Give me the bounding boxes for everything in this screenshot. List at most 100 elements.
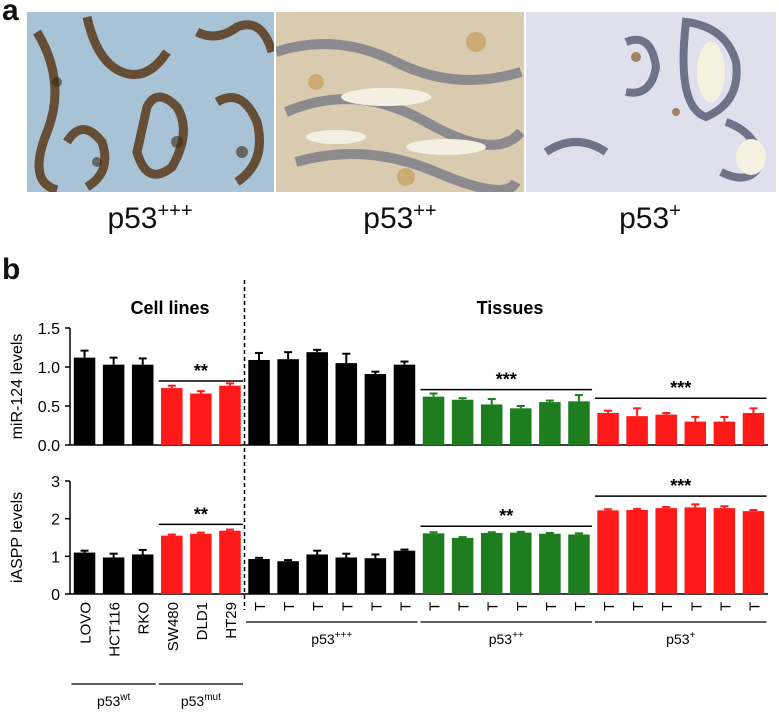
bar [568, 534, 590, 594]
x-tick-label: T [368, 602, 385, 611]
ihc-texture-moderate [276, 12, 524, 192]
bar [277, 561, 299, 594]
ihc-image-strong [27, 12, 274, 192]
x-tick-label: T [572, 602, 589, 611]
bar [480, 532, 503, 594]
bar [510, 532, 532, 594]
bar [597, 510, 619, 594]
bar [742, 413, 765, 445]
x-tick-label: T [717, 602, 734, 611]
bar [219, 530, 241, 594]
x-tick-label: T [252, 602, 269, 611]
x-tick-label: T [427, 602, 444, 611]
significance-stars: *** [670, 476, 691, 496]
x-tick-label: T [339, 602, 356, 611]
bar-chart: Cell lines Tissues 0.0 0.5 1.0 1.5 miR-124 lev… [9, 280, 768, 709]
group-label: p53++ [489, 630, 524, 647]
x-tick-label: SW480 [165, 602, 182, 651]
bar [655, 414, 677, 445]
bar [102, 364, 125, 445]
section-title-tissues: Tissues [477, 298, 544, 318]
significance-stars: ** [194, 504, 208, 524]
bar [190, 533, 212, 594]
x-tick-label: T [746, 602, 763, 611]
x-tick-label: HT29 [223, 602, 240, 639]
x-tick-label: RKO [136, 602, 153, 635]
ihc-label-moderate: p53++ [363, 200, 437, 235]
bar [277, 359, 299, 445]
bar [306, 554, 328, 594]
ihc-image-weak [526, 12, 776, 192]
bar [713, 421, 736, 445]
x-tick-label: T [485, 602, 502, 611]
x-tick-label: T [514, 602, 531, 611]
bar [248, 558, 270, 594]
x-tick-label: HCT116 [107, 602, 124, 657]
y-axis-label: miR-124 levels [9, 334, 26, 440]
x-tick-label: T [659, 602, 676, 611]
x-tick-label: T [688, 602, 705, 611]
bar [510, 408, 532, 445]
bar [742, 511, 765, 594]
ihc-texture-strong [27, 12, 274, 192]
ihc-label-strong: p53+++ [107, 200, 193, 235]
y-tick-label: 0 [51, 587, 60, 604]
ihc-image-moderate [276, 12, 524, 192]
bar [713, 508, 736, 594]
group-label: p53+ [666, 630, 695, 647]
bar [451, 399, 474, 445]
significance-stars: *** [670, 378, 691, 398]
bar [335, 557, 358, 594]
group-label: p53mut [181, 692, 221, 709]
bar [626, 510, 648, 594]
bar [480, 404, 503, 445]
bar [73, 357, 96, 445]
significance-stars: *** [496, 370, 517, 390]
bar [190, 393, 212, 445]
group-label: p53+++ [311, 630, 352, 647]
bar [131, 364, 154, 445]
x-tick-label: T [601, 602, 618, 611]
bar [684, 507, 707, 594]
x-tick-label: T [456, 602, 473, 611]
bar [248, 359, 270, 445]
x-tick-label: T [543, 602, 560, 611]
y-tick-label: 0.0 [38, 438, 60, 455]
x-tick-label: DLD1 [194, 602, 211, 640]
group-label: p53wt [97, 692, 131, 709]
significance-stars: ** [499, 506, 513, 526]
bar [393, 364, 416, 445]
bar [393, 550, 416, 594]
ihc-label-weak: p53+ [619, 200, 681, 235]
significance-stars: ** [194, 361, 208, 381]
bar [684, 421, 707, 445]
x-tick-label: LOVO [78, 602, 95, 644]
y-tick-label: 0.5 [38, 399, 60, 416]
bar [102, 557, 125, 594]
x-tick-label: T [630, 602, 647, 611]
bar [451, 537, 474, 594]
bar [539, 402, 561, 445]
y-tick-label: 1.0 [38, 360, 60, 377]
ihc-texture-weak [526, 12, 776, 192]
bar [597, 413, 619, 445]
bar [626, 416, 648, 445]
panel-a-letter: a [2, 0, 19, 27]
panel-b-letter: b [2, 253, 21, 286]
bar [73, 552, 96, 594]
bar [655, 508, 677, 594]
bar [364, 558, 387, 594]
bar [161, 535, 183, 594]
bar [568, 401, 590, 445]
y-tick-label: 1 [51, 549, 60, 566]
bar [364, 374, 387, 445]
x-tick-label: T [281, 602, 298, 611]
bar [422, 533, 445, 594]
y-tick-label: 1.5 [38, 321, 60, 338]
y-axis-label: iASPP levels [9, 492, 26, 583]
bar [306, 352, 328, 445]
section-title-cell-lines: Cell lines [130, 298, 209, 318]
bar [422, 396, 445, 445]
y-tick-label: 2 [51, 512, 60, 529]
bar [335, 363, 358, 445]
